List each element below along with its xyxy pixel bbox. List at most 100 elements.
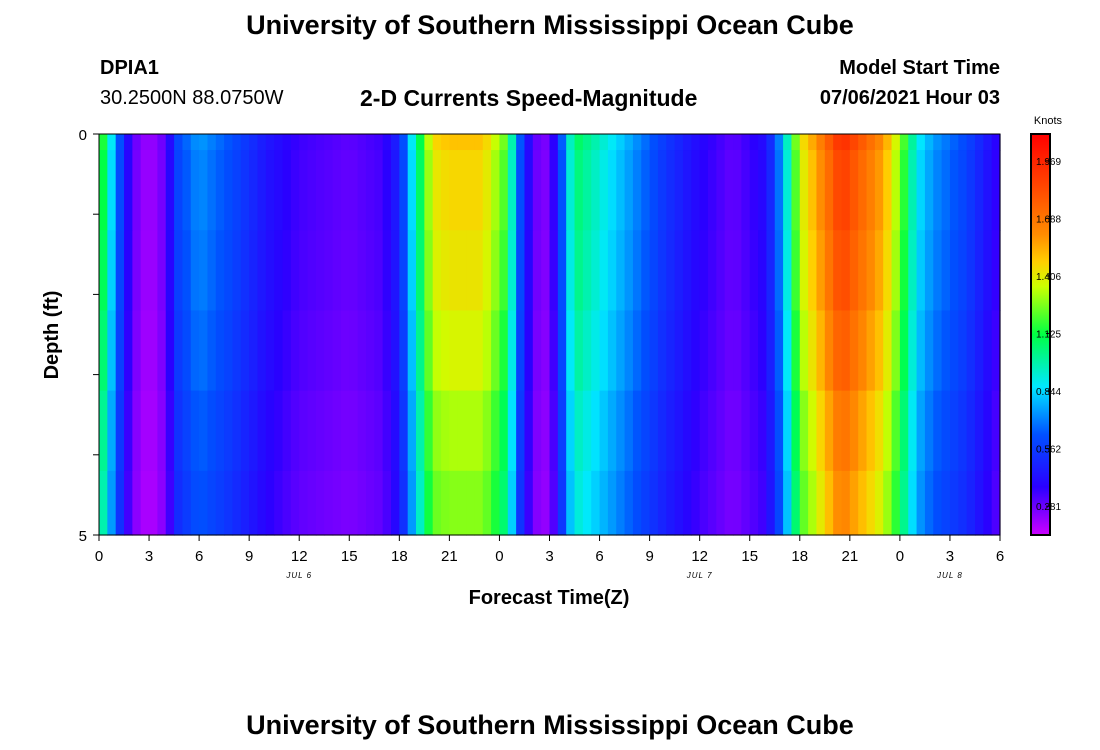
heatmap-cell [849, 230, 859, 312]
y-tick-label: 5 [79, 528, 87, 545]
heatmap-cell [716, 134, 726, 151]
heatmap-cell [240, 150, 250, 231]
heatmap-cell [232, 310, 242, 392]
heatmap-cell [107, 134, 117, 151]
heatmap-cell [566, 390, 576, 472]
heatmap-cell [290, 134, 300, 151]
heatmap-cell [691, 134, 701, 151]
heatmap-cell [616, 150, 626, 231]
heatmap-cell [357, 470, 367, 536]
heatmap-cell [799, 470, 809, 536]
heatmap-cell [607, 470, 617, 536]
heatmap-cell [174, 470, 184, 536]
heatmap-cell [507, 310, 517, 392]
heatmap-cell [432, 150, 442, 231]
heatmap-cell [290, 390, 300, 472]
heatmap-cell [457, 134, 467, 151]
heatmap-cell [249, 390, 259, 472]
heatmap-cell [632, 470, 642, 536]
model-start-time: 07/06/2021 Hour 03 [819, 87, 1000, 109]
chart-title: 2-D Currents Speed-Magnitude [360, 85, 698, 111]
heatmap-cell [841, 150, 851, 231]
heatmap-cell [699, 470, 709, 536]
heatmap-cell [491, 134, 501, 151]
heatmap-cell [140, 134, 150, 151]
heatmap-cell [466, 150, 476, 231]
heatmap-cell [966, 470, 976, 536]
heatmap-cell [916, 150, 926, 231]
heatmap-cell [324, 310, 334, 392]
heatmap-cell [599, 390, 609, 472]
heatmap-cell [991, 310, 1001, 392]
heatmap-cell [132, 310, 142, 392]
heatmap-cell [449, 230, 459, 312]
heatmap-cell [649, 134, 659, 151]
heatmap-cell [507, 470, 517, 536]
heatmap-cell [441, 134, 450, 151]
x-tick-label: 12 [291, 548, 308, 565]
heatmap-cell [858, 390, 868, 472]
heatmap-cell [816, 470, 826, 536]
heatmap-cell [432, 230, 442, 312]
heatmap-cell [824, 470, 834, 536]
heatmap-cell [224, 134, 234, 151]
heatmap-cell [582, 134, 592, 151]
heatmap-cell [516, 230, 526, 312]
heatmap-cell [474, 390, 484, 472]
heatmap-cell [733, 310, 742, 392]
heatmap-cell [582, 470, 592, 536]
heatmap-cell [282, 134, 292, 151]
heatmap-cell [315, 150, 325, 231]
heatmap-cell [949, 310, 959, 392]
heatmap-cell [557, 230, 567, 312]
heatmap-cell [616, 390, 626, 472]
heatmap-cell [758, 150, 767, 231]
heatmap-cell [349, 310, 359, 392]
heatmap-cell [933, 230, 943, 312]
heatmap-cell [207, 134, 217, 151]
heatmap-cell [349, 150, 359, 231]
heatmap-cell [824, 390, 834, 472]
heatmap-cell [399, 470, 409, 536]
heatmap-cell [774, 134, 784, 151]
heatmap-cell [182, 150, 192, 231]
heatmap-cell [874, 310, 884, 392]
heatmap-cell [157, 470, 167, 536]
colorbar-tick-label: 0.844 [1036, 387, 1061, 398]
heatmap-cell [616, 470, 626, 536]
heatmap-cell [699, 310, 709, 392]
heatmap-cell [215, 150, 225, 231]
heatmap-cell [532, 390, 542, 472]
colorbar-scale [1030, 133, 1051, 536]
heatmap-cell [674, 134, 684, 151]
heatmap-cell [132, 134, 142, 151]
heatmap-cell [340, 310, 350, 392]
heatmap-cell [607, 310, 617, 392]
heatmap-cell [641, 150, 651, 231]
heatmap-cell [599, 310, 609, 392]
heatmap-cell [307, 150, 317, 231]
heatmap-cell [557, 470, 567, 536]
heatmap-cell [983, 310, 993, 392]
heatmap-cell [866, 230, 876, 312]
heatmap-cell [741, 390, 751, 472]
heatmap-cell [949, 230, 959, 312]
heatmap-cell [332, 230, 342, 312]
heatmap-cell [257, 230, 267, 312]
heatmap-cell [899, 390, 909, 472]
heatmap-cell [833, 390, 843, 472]
heatmap-cell [399, 150, 409, 231]
heatmap-cell [240, 230, 250, 312]
heatmap-cell [908, 134, 918, 151]
heatmap-cell [149, 310, 158, 392]
heatmap-cell [299, 390, 309, 472]
heatmap-cell [199, 230, 209, 312]
heatmap-cell [708, 310, 717, 392]
heatmap-cell [340, 150, 350, 231]
y-tick-label: 0 [79, 127, 87, 144]
heatmap-cell [808, 390, 818, 472]
heatmap-cell [641, 470, 651, 536]
heatmap-cell [265, 134, 275, 151]
heatmap-cell [441, 230, 450, 312]
heatmap-cell [899, 230, 909, 312]
